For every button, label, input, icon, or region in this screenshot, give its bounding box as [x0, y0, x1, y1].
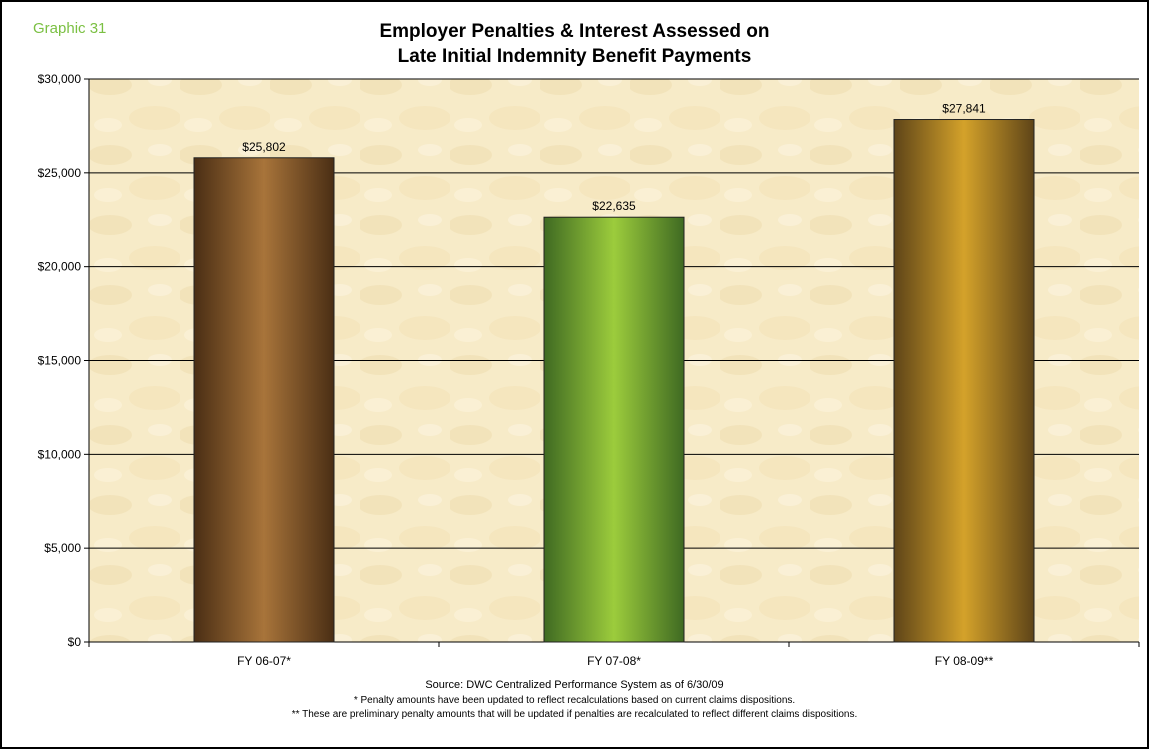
graphic-label: Graphic 31 — [33, 20, 107, 37]
chart-title-line-1: Employer Penalties & Interest Assessed o… — [379, 21, 770, 42]
y-tick-label: $15,000 — [38, 354, 82, 368]
y-tick-label: $0 — [68, 635, 82, 649]
footnote-1: * Penalty amounts have been updated to r… — [353, 695, 796, 706]
y-tick-label: $25,000 — [38, 166, 82, 180]
bar-2 — [543, 216, 685, 643]
y-tick-label: $5,000 — [44, 541, 81, 555]
footnote-2: ** These are preliminary penalty amounts… — [291, 709, 858, 720]
data-label: $22,635 — [592, 199, 636, 213]
y-tick-label: $30,000 — [38, 72, 82, 86]
y-tick-label: $10,000 — [38, 447, 82, 461]
chart-title-line-2: Late Initial Indemnity Benefit Payments — [397, 46, 752, 67]
bar-3 — [893, 119, 1035, 643]
bar-1 — [193, 157, 335, 643]
x-tick-label: FY 08-09** — [935, 654, 994, 668]
y-tick-label: $20,000 — [38, 260, 82, 274]
data-label: $27,841 — [942, 102, 986, 116]
data-label: $25,802 — [242, 140, 286, 154]
source-note: Source: DWC Centralized Performance Syst… — [425, 679, 724, 691]
x-tick-label: FY 07-08* — [587, 654, 641, 668]
x-tick-label: FY 06-07* — [237, 654, 291, 668]
